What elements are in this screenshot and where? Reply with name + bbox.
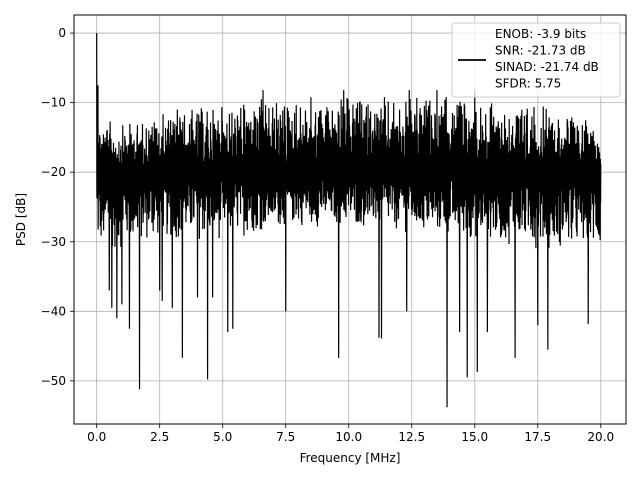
x-tick-label: 15.0 — [461, 430, 488, 444]
legend-box — [451, 22, 621, 98]
x-tick-label: 2.5 — [150, 430, 169, 444]
legend-entry-line: SNR: -21.73 dB — [495, 44, 586, 58]
y-tick-label: −20 — [41, 165, 66, 179]
x-axis-ticks: 0.0 2.5 5.0 7.5 10.0 12.5 15.0 17.5 20.0 — [87, 424, 614, 444]
x-tick-label: 10.0 — [335, 430, 362, 444]
x-tick-label: 7.5 — [276, 430, 295, 444]
x-axis-label: Frequency [MHz] — [300, 451, 401, 465]
x-tick-label: 12.5 — [398, 430, 425, 444]
legend-entry-line: SINAD: -21.74 dB — [495, 60, 599, 74]
legend: ENOB: -3.9 bits SNR: -21.73 dB SINAD: -21.… — [451, 22, 621, 98]
legend-entry-line: ENOB: -3.9 bits — [495, 27, 586, 41]
y-tick-label: −10 — [41, 96, 66, 110]
x-tick-label: 5.0 — [213, 430, 232, 444]
psd-line — [96, 33, 602, 408]
x-tick-label: 0.0 — [87, 430, 106, 444]
y-tick-label: −40 — [41, 304, 66, 318]
y-tick-label: −50 — [41, 374, 66, 388]
axes-frame — [73, 14, 627, 425]
y-axis-label: PSD [dB] — [14, 193, 28, 246]
x-tick-label: 17.5 — [524, 430, 551, 444]
y-tick-label: 0 — [58, 26, 66, 40]
psd-series — [96, 33, 602, 408]
legend-entry-line: SFDR: 5.75 — [495, 77, 561, 91]
y-tick-label: −30 — [41, 235, 66, 249]
x-tick-label: 20.0 — [587, 430, 614, 444]
y-axis-ticks: 0 −10 −20 −30 −40 −50 — [41, 26, 74, 388]
